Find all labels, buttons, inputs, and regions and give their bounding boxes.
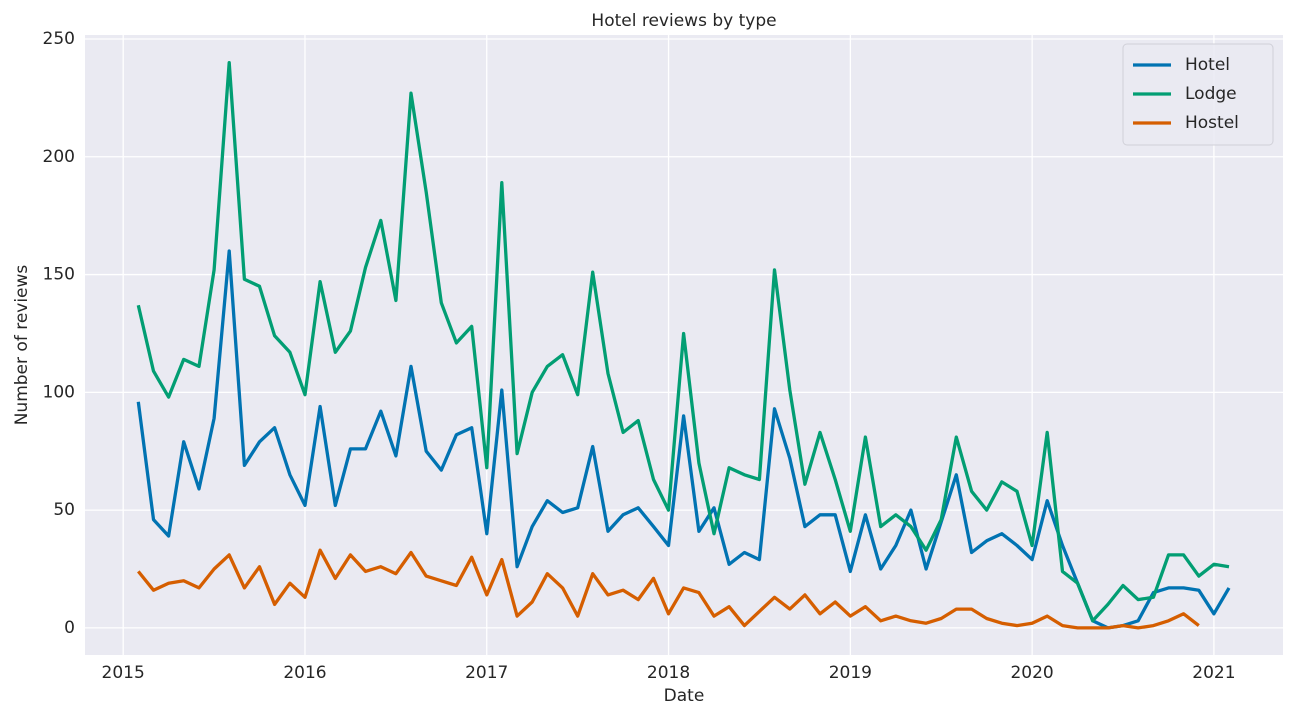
chart-title: Hotel reviews by type: [591, 11, 776, 31]
y-tick-label: 100: [43, 382, 75, 402]
legend-label: Hotel: [1185, 55, 1230, 75]
y-tick-label: 250: [43, 29, 75, 49]
y-tick-label: 150: [43, 265, 75, 285]
y-tick-label: 0: [64, 618, 75, 638]
x-tick-label: 2019: [829, 663, 872, 683]
series-line: [137, 548, 1200, 630]
series-line: [136, 249, 1231, 630]
legend-label: Lodge: [1185, 84, 1237, 104]
x-tick-label: 2020: [1010, 663, 1053, 683]
x-tick-label: 2017: [465, 663, 508, 683]
y-axis-label: Number of reviews: [12, 265, 32, 426]
legend-box: [1122, 43, 1274, 146]
y-tick-label: 50: [53, 500, 75, 520]
x-axis-label: Date: [664, 686, 705, 706]
legend-label: Hostel: [1185, 113, 1239, 133]
x-tick-label: 2021: [1192, 663, 1235, 683]
x-tick-label: 2016: [283, 663, 326, 683]
x-tick-label: 2015: [102, 663, 145, 683]
y-tick-label: 200: [43, 147, 75, 167]
series-line: [136, 60, 1230, 623]
x-tick-label: 2018: [647, 663, 690, 683]
